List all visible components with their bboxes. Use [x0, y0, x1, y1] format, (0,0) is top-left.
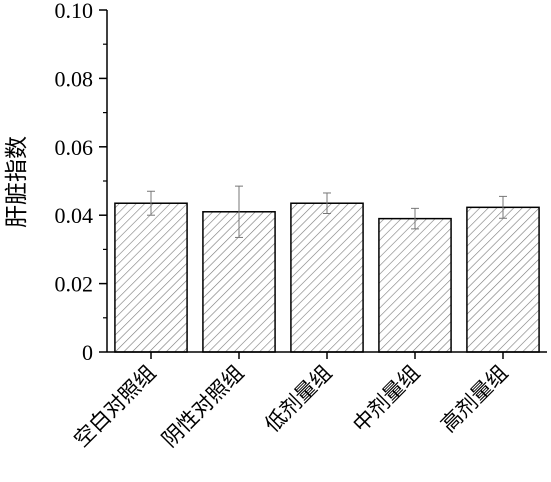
error-bar — [147, 190, 155, 216]
y-tick-label: 0.04 — [55, 203, 94, 228]
y-tick-label: 0.02 — [55, 272, 94, 297]
bars — [114, 202, 540, 353]
bar — [378, 217, 452, 353]
y-tick-label: 0.06 — [55, 135, 94, 160]
y-tick-label: 0 — [82, 340, 93, 365]
bar — [466, 206, 540, 353]
x-category-label: 中剂量组 — [348, 361, 424, 437]
error-bars — [147, 185, 507, 238]
error-bar — [499, 195, 507, 219]
x-category-label: 空白对照组 — [69, 361, 160, 452]
y-tick-label: 0.08 — [55, 66, 94, 91]
error-bar — [411, 207, 419, 230]
x-axis-ticks — [150, 352, 504, 359]
error-bar — [323, 192, 331, 214]
error-bar — [235, 185, 243, 238]
y-tick-label: 0.10 — [55, 0, 94, 23]
x-category-label: 低剂量组 — [260, 361, 336, 437]
x-category-label: 阴性对照组 — [157, 361, 248, 452]
x-category-label: 高剂量组 — [436, 361, 512, 437]
bar — [290, 202, 364, 353]
y-axis-ticks: 0 0.02 0.04 0.06 0.08 0.10 — [55, 0, 107, 365]
bar — [114, 202, 188, 353]
y-axis-title: 肝脏指数 — [4, 136, 30, 228]
